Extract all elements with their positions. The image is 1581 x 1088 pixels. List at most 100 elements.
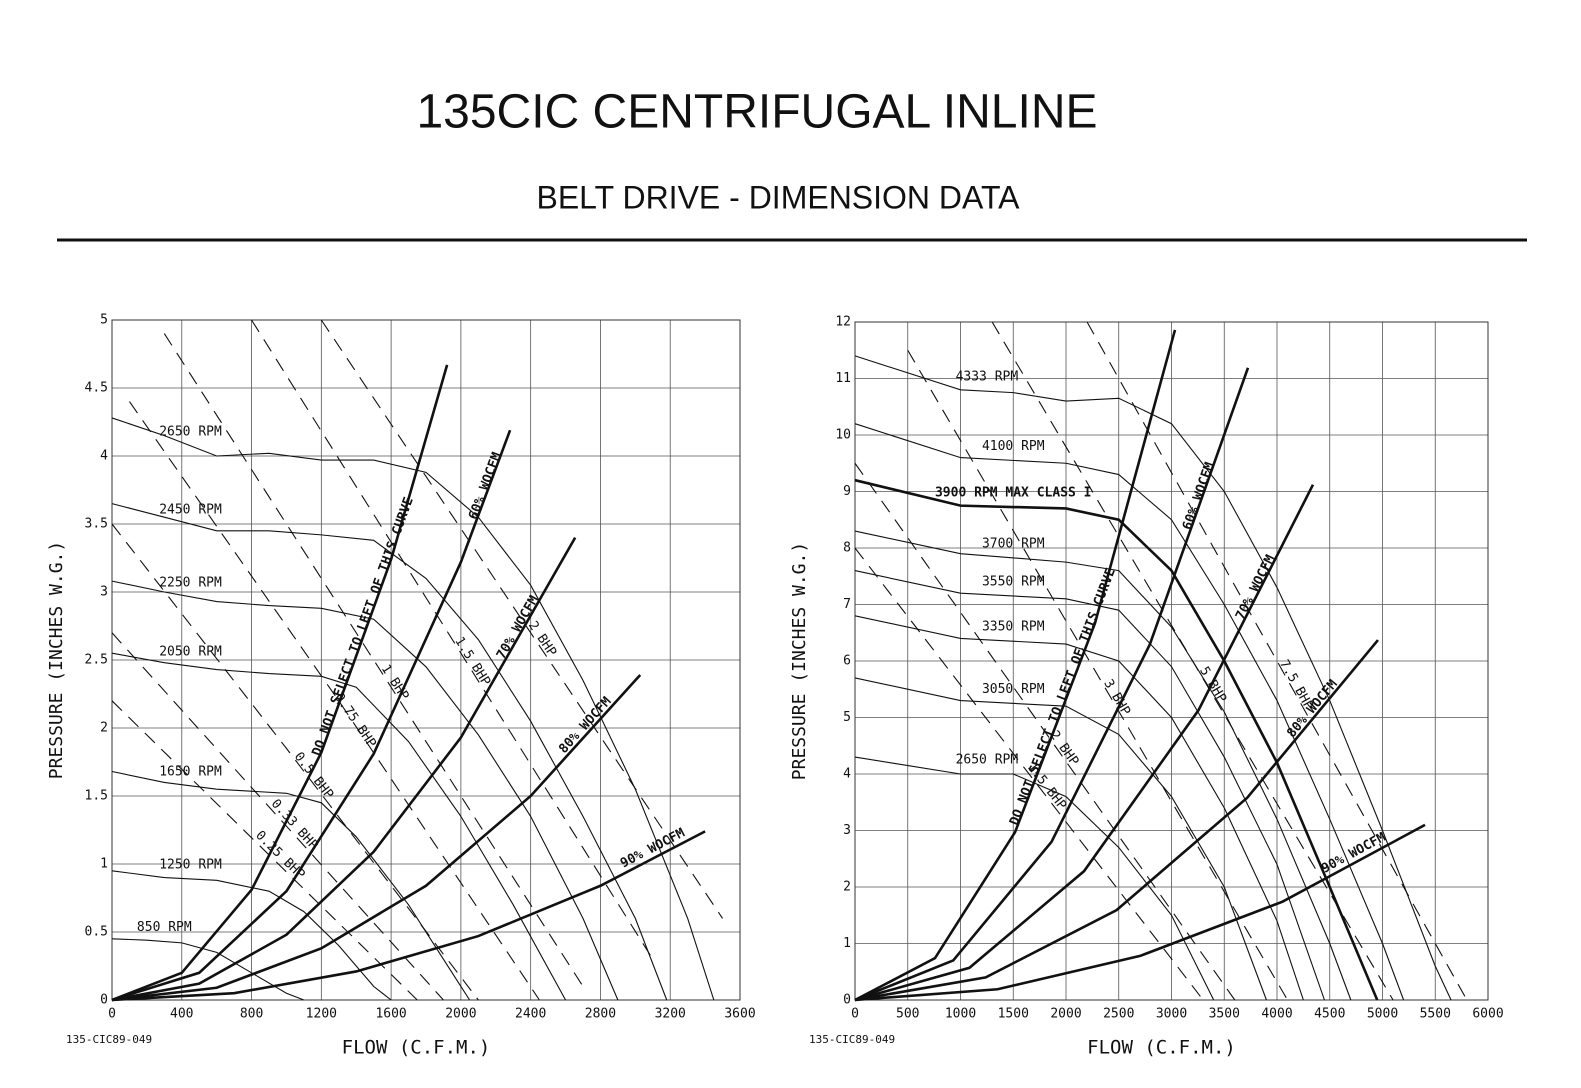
x-tick-label: 1500 [998, 1007, 1029, 1022]
curve [111, 938, 305, 1001]
curve-label: 1650 RPM [159, 764, 222, 779]
curve-label: 3550 RPM [982, 575, 1045, 590]
y-tick-label: 8 [843, 541, 851, 556]
x-tick-label: 0 [851, 1007, 859, 1022]
curve-label: 3700 RPM [982, 536, 1045, 551]
x-tick-label: 500 [896, 1007, 919, 1022]
curve [854, 329, 1177, 1002]
y-tick-label: 9 [843, 484, 851, 499]
x-axis-label: FLOW (C.F.M.) [1087, 1037, 1236, 1059]
y-tick-label: 4.5 [85, 381, 108, 396]
x-tick-label: 0 [108, 1007, 116, 1022]
curve-label: 4333 RPM [956, 370, 1019, 385]
curve [128, 401, 540, 1001]
curve-label: 850 RPM [137, 920, 192, 935]
curve [854, 615, 1304, 1001]
y-tick-label: 1.5 [85, 789, 108, 804]
curve [111, 674, 642, 1002]
x-tick-label: 400 [170, 1007, 193, 1022]
curve [854, 367, 1250, 1002]
curve-label: 3050 RPM [982, 682, 1045, 697]
y-tick-label: 1 [100, 857, 108, 872]
curve-label: 3900 RPM MAX CLASS I [935, 486, 1092, 501]
chart-code: 135-CIC89-049 [66, 1033, 152, 1046]
y-tick-label: 12 [835, 315, 851, 330]
y-tick-label: 2 [843, 880, 851, 895]
curve-label: 60% WOCFM [1180, 460, 1218, 532]
curve-label: 1250 RPM [159, 857, 222, 872]
x-tick-label: 2000 [445, 1007, 476, 1022]
x-tick-label: 3500 [1209, 1007, 1240, 1022]
curve [111, 700, 418, 1001]
y-tick-label: 5 [100, 313, 108, 328]
curve-label: 1.5 BHP [451, 634, 493, 689]
curve-label: 2650 RPM [159, 424, 222, 439]
x-tick-label: 2000 [1050, 1007, 1081, 1022]
y-tick-label: 0 [843, 993, 851, 1008]
page-title: 135CIC CENTRIFUGAL INLINE [416, 86, 1097, 139]
curve-label: 7.5 BHP [1276, 657, 1316, 712]
y-tick-label: 5 [843, 710, 851, 725]
curve-label: 0.5 BHP [291, 750, 336, 803]
x-tick-label: 5000 [1367, 1007, 1398, 1022]
x-tick-label: 3600 [724, 1007, 755, 1022]
curve-label: 2650 RPM [956, 753, 1019, 768]
y-tick-label: 0 [100, 993, 108, 1008]
y-tick-label: 3.5 [85, 517, 108, 532]
curve [854, 823, 1426, 1002]
y-tick-label: 6 [843, 654, 851, 669]
y-axis-label: PRESSURE (INCHES W.G.) [789, 542, 810, 780]
curve-label: 80% WOCFM [556, 694, 615, 756]
curve [991, 321, 1394, 1001]
curve [111, 364, 449, 1002]
y-tick-label: 4 [100, 449, 108, 464]
x-tick-label: 1600 [375, 1007, 406, 1022]
curve [854, 756, 1215, 1001]
x-tick-label: 4000 [1261, 1007, 1292, 1022]
curve [854, 639, 1379, 1002]
curve-label: 60% WOCFM [466, 450, 505, 521]
curve [854, 530, 1352, 1001]
curve [111, 770, 471, 1001]
x-tick-label: 2400 [515, 1007, 546, 1022]
curve [854, 462, 1236, 1001]
y-tick-label: 3 [100, 585, 108, 600]
y-tick-label: 11 [835, 371, 851, 386]
curve [111, 830, 706, 1002]
x-tick-label: 5500 [1420, 1007, 1451, 1022]
x-tick-label: 4500 [1314, 1007, 1345, 1022]
curve [251, 319, 654, 960]
x-tick-label: 1200 [306, 1007, 337, 1022]
curve-label: 70% WOCFM [1233, 552, 1278, 622]
x-axis-label: FLOW (C.F.M.) [342, 1037, 491, 1059]
y-tick-label: 3 [843, 823, 851, 838]
curve [111, 632, 444, 1001]
x-tick-label: 800 [240, 1007, 263, 1022]
curve-label: 0.75 BHP [331, 691, 379, 751]
curve-label: 2050 RPM [159, 645, 222, 660]
curve [1086, 321, 1468, 1001]
y-axis-label: PRESSURE (INCHES W.G.) [46, 541, 67, 779]
curve-label: 3 BHP [1100, 677, 1133, 719]
curve [854, 423, 1405, 1001]
plot-frame [854, 321, 1489, 1001]
curve [111, 580, 619, 1001]
x-tick-label: 1000 [945, 1007, 976, 1022]
curve-label: 2250 RPM [159, 575, 222, 590]
y-tick-label: 2.5 [85, 653, 108, 668]
plot-frame [111, 319, 741, 1001]
curve [854, 355, 1452, 1001]
curve-label: 2450 RPM [159, 503, 222, 518]
curve [854, 677, 1267, 1001]
curve [907, 349, 1289, 1001]
curve-label: 4100 RPM [982, 439, 1045, 454]
y-tick-label: 4 [843, 767, 851, 782]
curve [854, 484, 1315, 1002]
curve [111, 870, 392, 1001]
y-tick-label: 1 [843, 936, 851, 951]
x-tick-label: 6000 [1472, 1007, 1503, 1022]
curve [111, 503, 668, 1001]
curve [111, 536, 577, 1002]
curve-label: 2 BHP [525, 619, 559, 660]
y-tick-label: 10 [835, 428, 851, 443]
